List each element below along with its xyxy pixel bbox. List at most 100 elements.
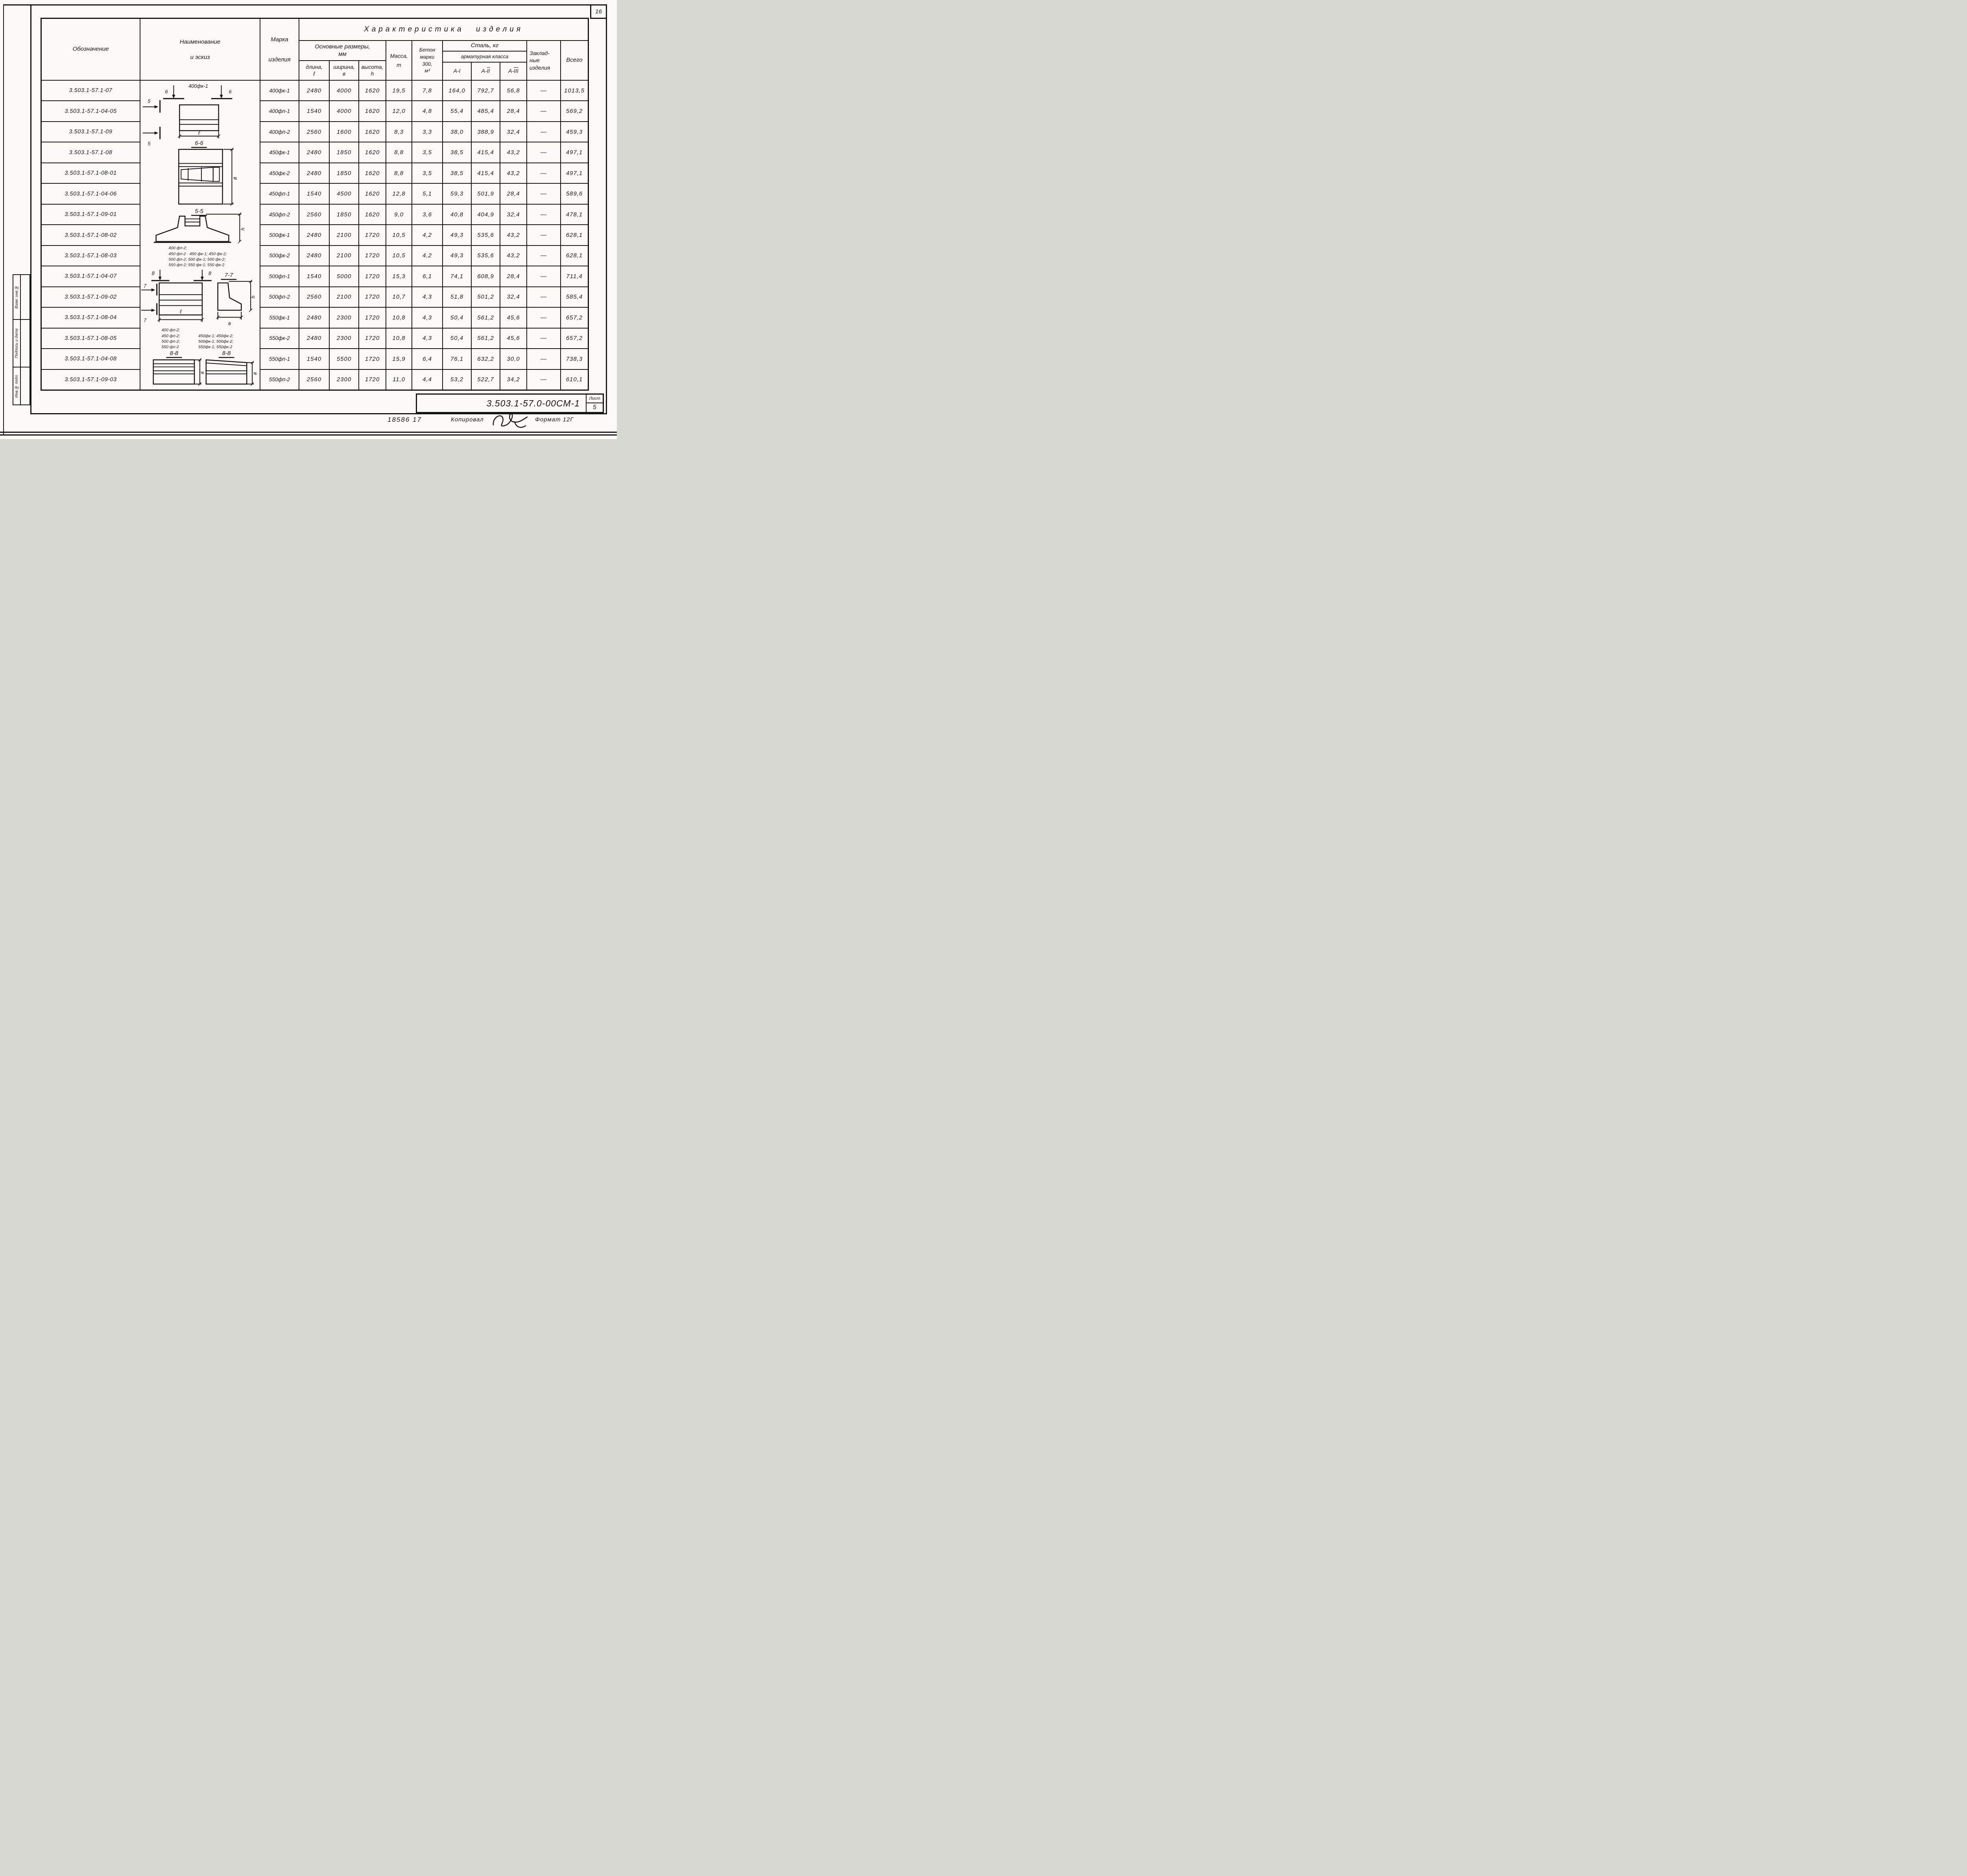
designation-cell: 3.503.1-57.1-04-06 (42, 184, 140, 205)
mass-cell: 12,0 (386, 101, 411, 122)
width-cell: 5500 (330, 349, 358, 370)
mark-cell: 400фп-2 (260, 122, 299, 143)
mark-cell: 500фк-2 (260, 246, 299, 267)
section-6-label-left: 6 (165, 89, 168, 95)
header-a3-numeral: III (514, 68, 519, 74)
header-length: длина, ℓ (299, 61, 329, 80)
mark-cell: 500фп-2 (260, 287, 299, 308)
mark-cell: 450фп-2 (260, 205, 299, 225)
header-designation: Обозначение (42, 19, 140, 80)
embedded-cell: — (527, 246, 560, 267)
copied-label: Копировал (451, 416, 484, 423)
header-concrete-line1: Бетон (419, 47, 435, 53)
concrete-cell: 3,5 (412, 163, 442, 184)
concrete-cell: 4,2 (412, 246, 442, 267)
dim-width-label-4: в (252, 372, 258, 375)
designation-cell: 3.503.1-57.1-07 (42, 81, 140, 102)
embedded-cell: — (541, 376, 547, 383)
caption-6-6: 6-6 (195, 140, 203, 147)
length-cell: 2480 (299, 81, 329, 102)
mass-cell: 10,7 (386, 287, 411, 308)
total-cell: 497,1 (561, 163, 588, 184)
header-rebar-class: арматурная класса (442, 52, 526, 63)
length-cell: 2480 (299, 308, 329, 329)
total-cell: 585,4 (561, 287, 588, 308)
embedded-cell: — (527, 205, 560, 225)
concrete-cell: 3,6 (412, 205, 442, 225)
applies-all-line2: 450 фп-2 · 450 фк-1; 450 фк-2; (169, 252, 227, 257)
margin-label-inv: Инв.№ подл. (15, 374, 19, 398)
steel-a2-cell: 415,4 (472, 142, 500, 163)
sheet-cell: Лист 5 (586, 395, 603, 412)
mark-cell: 550фп-1 (260, 349, 299, 370)
dim-width-label-2: в (228, 320, 231, 326)
concrete-cell: 4,8 (412, 101, 442, 122)
signature (493, 413, 528, 428)
header-name-line2: и эскиз (190, 54, 210, 61)
header-a1: А-I (442, 63, 471, 80)
frame-top (3, 4, 607, 6)
designation-cell: 3.503.1-57.1-04-07 (42, 266, 140, 287)
steel-a1-cell: 164,0 (443, 81, 471, 102)
height-cell: 1620 (359, 81, 386, 102)
mark-cell: 450фк-1 (260, 142, 299, 163)
section-7-label-top: 7 (144, 283, 147, 289)
header-concrete-line3: 300, (422, 61, 432, 67)
applies-all-line3: 500 фп-2; 500 фк-1; 500 фк-2; (169, 257, 226, 262)
height-cell: 1720 (359, 266, 386, 287)
mark-cell: 550фк-2 (260, 329, 299, 349)
mass-cell: 8,3 (386, 122, 411, 143)
embedded-cell: — (527, 329, 560, 349)
concrete-cell: 4,2 (412, 225, 442, 246)
height-cell: 1620 (359, 101, 386, 122)
mark-cell: 550фп-2 (269, 377, 290, 383)
header-a2-prefix: А- (481, 68, 487, 74)
steel-a3-cell: 30,0 (500, 349, 526, 370)
col-a2: 792,7 485,4 388,9 415,4 415,4 501,9 404,9 535,6… (471, 81, 500, 390)
steel-a1-cell: 74,1 (443, 266, 471, 287)
frame-right (606, 4, 607, 414)
length-cell: 2480 (299, 225, 329, 246)
steel-a3-cell: 28,4 (500, 184, 526, 205)
steel-a2-cell: 608,9 (472, 266, 500, 287)
designation-cell: 3.503.1-57.1-08-01 (42, 163, 140, 184)
steel-a1-cell: 76,1 (443, 349, 471, 370)
length-cell: 2480 (299, 163, 329, 184)
concrete-cell: 6,4 (412, 349, 442, 370)
frame-bottom (30, 413, 607, 414)
page-number-box: 16 (590, 6, 606, 19)
steel-a2-cell: 388,9 (472, 122, 500, 143)
steel-a3-cell: 32,4 (500, 205, 526, 225)
height-cell: 1620 (359, 163, 386, 184)
steel-a3-cell: 43,2 (500, 246, 526, 267)
total-cell: 628,1 (561, 246, 588, 267)
steel-a3-cell: 43,2 (500, 225, 526, 246)
length-cell: 2480 (299, 142, 329, 163)
mass-cell: 12,8 (386, 184, 411, 205)
width-cell: 4000 (330, 101, 358, 122)
length-cell: 2480 (299, 246, 329, 267)
designation-cell: 3.503.1-57.1-09-01 (42, 205, 140, 225)
mark-cell: 400фк-1 (260, 81, 299, 102)
steel-a2-cell: 501,2 (472, 287, 500, 308)
steel-a1-cell: 51,8 (443, 287, 471, 308)
concrete-cell: 4,4 (423, 376, 432, 383)
width-cell: 4000 (330, 81, 358, 102)
header-embedded-line3: изделия (530, 64, 550, 71)
doc-number: 3.503.1-57.0-00СМ-1 (486, 398, 580, 408)
applies-fk-line1: 450фк-1; 450фк-2; (198, 334, 233, 338)
margin-row-vzam: Взам. инв.№ (13, 275, 30, 320)
height-cell: 1720 (359, 349, 386, 370)
col-a3: 56,8 28,4 32,4 43,2 43,2 28,4 32,4 43,2 43,2 28,4… (500, 81, 526, 390)
height-cell: 1720 (359, 287, 386, 308)
concrete-cell: 3,5 (412, 142, 442, 163)
header-mark: Марка изделия (260, 19, 299, 80)
steel-a3-cell: 28,4 (500, 101, 526, 122)
embedded-cell: — (527, 122, 560, 143)
total-cell: 628,1 (561, 225, 588, 246)
height-cell: 1620 (359, 122, 386, 143)
section-6-label-right: 6 (229, 89, 232, 95)
height-cell: 1720 (359, 246, 386, 267)
mark-cell: 400фп-1 (260, 101, 299, 122)
steel-a2-cell: 535,6 (472, 225, 500, 246)
